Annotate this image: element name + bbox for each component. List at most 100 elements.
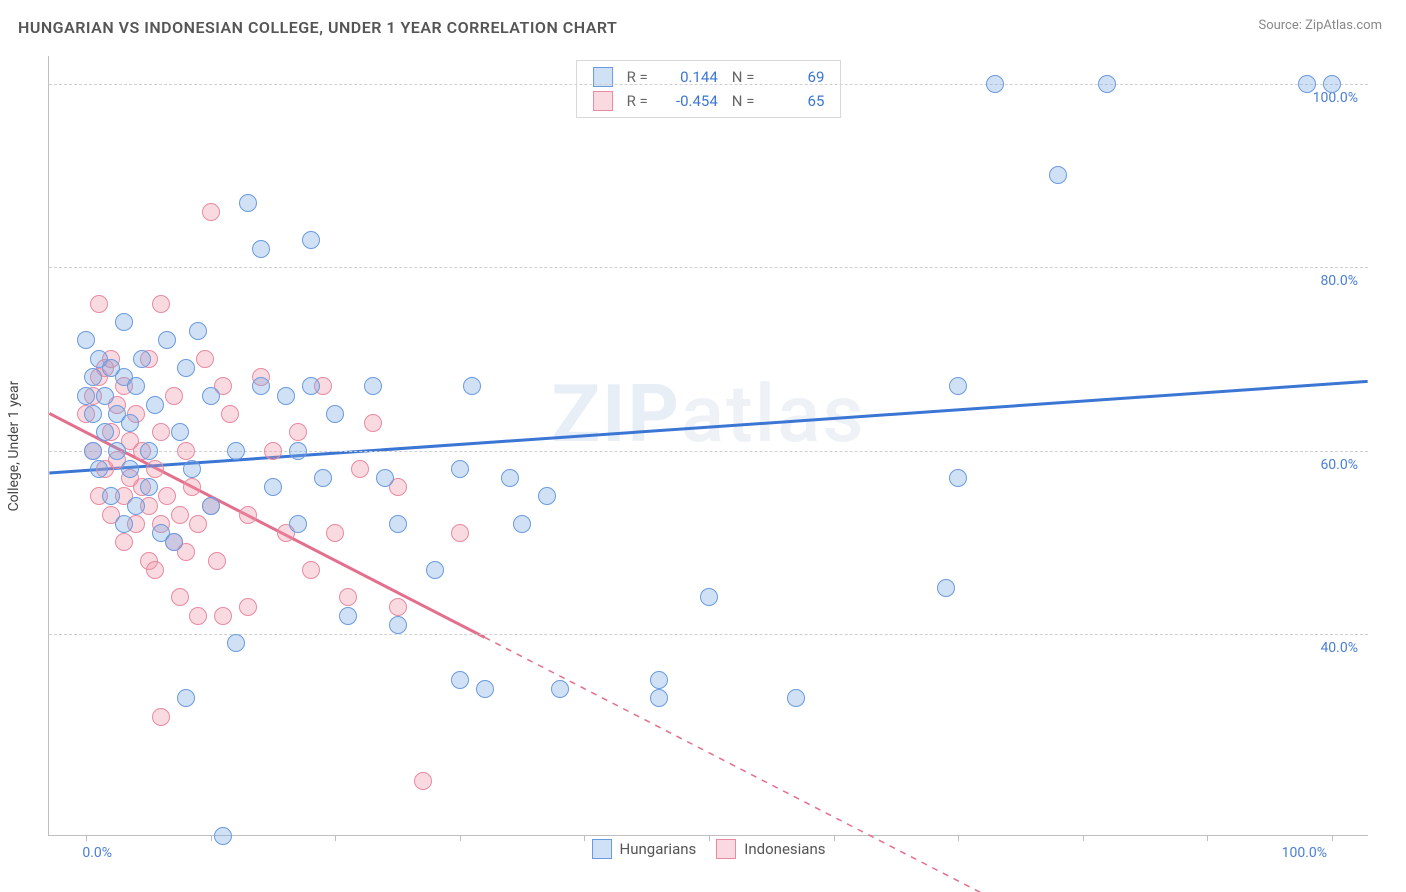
grid-line: [49, 84, 1368, 85]
data-point-hungarians: [252, 377, 270, 395]
data-point-indonesians: [221, 405, 239, 423]
data-point-indonesians: [158, 487, 176, 505]
data-point-indonesians: [196, 350, 214, 368]
data-point-indonesians: [90, 295, 108, 313]
data-point-hungarians: [650, 671, 668, 689]
data-point-hungarians: [949, 377, 967, 395]
data-point-hungarians: [1049, 166, 1067, 184]
data-point-indonesians: [115, 533, 133, 551]
y-tick-label: 80.0%: [1320, 273, 1358, 289]
data-point-hungarians: [227, 634, 245, 652]
data-point-hungarians: [289, 515, 307, 533]
data-point-hungarians: [96, 423, 114, 441]
data-point-hungarians: [227, 442, 245, 460]
data-point-hungarians: [302, 377, 320, 395]
data-point-indonesians: [451, 524, 469, 542]
x-tick: [86, 835, 87, 841]
data-point-hungarians: [289, 442, 307, 460]
data-point-hungarians: [214, 827, 232, 845]
data-point-indonesians: [146, 460, 164, 478]
data-point-indonesians: [389, 598, 407, 616]
data-point-hungarians: [177, 359, 195, 377]
swatch-indonesians-icon: [716, 839, 736, 859]
x-tick: [1083, 835, 1084, 841]
data-point-hungarians: [252, 240, 270, 258]
data-point-hungarians: [986, 75, 1004, 93]
data-point-indonesians: [152, 295, 170, 313]
x-tick: [460, 835, 461, 841]
data-point-indonesians: [289, 423, 307, 441]
data-point-hungarians: [389, 616, 407, 634]
data-point-indonesians: [146, 561, 164, 579]
data-point-hungarians: [115, 313, 133, 331]
data-point-hungarians: [277, 387, 295, 405]
x-tick: [1332, 835, 1333, 841]
data-point-indonesians: [208, 552, 226, 570]
data-point-hungarians: [1323, 75, 1341, 93]
data-point-hungarians: [376, 469, 394, 487]
data-point-hungarians: [77, 387, 95, 405]
swatch-indonesians: [593, 91, 613, 111]
scatter-plot: ZIPatlas R = 0.144 N = 69 R = -0.454 N =…: [48, 56, 1368, 836]
data-point-indonesians: [214, 607, 232, 625]
data-point-hungarians: [700, 588, 718, 606]
data-point-indonesians: [326, 524, 344, 542]
watermark: ZIPatlas: [552, 367, 866, 461]
data-point-indonesians: [364, 414, 382, 432]
y-tick-label: 100.0%: [1313, 90, 1358, 106]
data-point-hungarians: [133, 350, 151, 368]
data-point-hungarians: [302, 231, 320, 249]
data-point-hungarians: [127, 377, 145, 395]
data-point-hungarians: [937, 579, 955, 597]
data-point-indonesians: [171, 506, 189, 524]
data-point-hungarians: [158, 331, 176, 349]
data-point-hungarians: [451, 671, 469, 689]
data-point-hungarians: [177, 689, 195, 707]
stats-row-indonesians: R = -0.454 N = 65: [593, 91, 825, 111]
y-tick-label: 40.0%: [1320, 640, 1358, 656]
data-point-hungarians: [140, 478, 158, 496]
data-point-hungarians: [501, 469, 519, 487]
data-point-hungarians: [463, 377, 481, 395]
data-point-hungarians: [239, 194, 257, 212]
grid-line: [49, 634, 1368, 635]
data-point-hungarians: [183, 460, 201, 478]
x-tick: [335, 835, 336, 841]
data-point-hungarians: [77, 331, 95, 349]
data-point-indonesians: [202, 203, 220, 221]
data-point-hungarians: [108, 442, 126, 460]
x-tick: [958, 835, 959, 841]
x-tick: [584, 835, 585, 841]
data-point-indonesians: [351, 460, 369, 478]
data-point-hungarians: [650, 689, 668, 707]
data-point-hungarians: [189, 322, 207, 340]
data-point-indonesians: [165, 387, 183, 405]
data-point-hungarians: [949, 469, 967, 487]
source-label: Source: ZipAtlas.com: [1258, 18, 1382, 33]
data-point-hungarians: [96, 387, 114, 405]
data-point-hungarians: [339, 607, 357, 625]
data-point-indonesians: [152, 423, 170, 441]
data-point-hungarians: [538, 487, 556, 505]
data-point-indonesians: [171, 588, 189, 606]
data-point-hungarians: [90, 460, 108, 478]
data-point-indonesians: [414, 772, 432, 790]
legend-item-hungarians: Hungarians: [592, 839, 697, 859]
x-tick-label: 0.0%: [82, 845, 112, 861]
data-point-hungarians: [146, 396, 164, 414]
data-point-hungarians: [1098, 75, 1116, 93]
data-point-hungarians: [389, 515, 407, 533]
data-point-hungarians: [1298, 75, 1316, 93]
x-tick: [211, 835, 212, 841]
data-point-hungarians: [476, 680, 494, 698]
data-point-hungarians: [171, 423, 189, 441]
regression-lines: [49, 56, 1368, 835]
data-point-indonesians: [239, 506, 257, 524]
data-point-hungarians: [102, 487, 120, 505]
data-point-hungarians: [84, 368, 102, 386]
grid-line: [49, 267, 1368, 268]
chart-title: HUNGARIAN VS INDONESIAN COLLEGE, UNDER 1…: [18, 18, 617, 37]
data-point-indonesians: [239, 598, 257, 616]
data-point-hungarians: [84, 442, 102, 460]
data-point-hungarians: [84, 405, 102, 423]
